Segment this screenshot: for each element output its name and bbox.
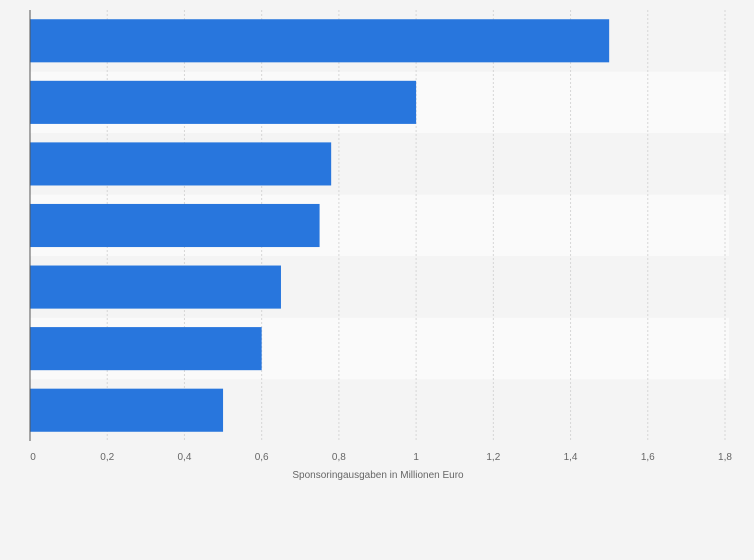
x-tick-label: 0,4 <box>177 452 191 463</box>
x-tick-label: 0,6 <box>255 452 269 463</box>
x-tick-label: 1,8 <box>718 452 732 463</box>
x-axis-label: Sponsoringausgaben in Millionen Euro <box>292 470 464 481</box>
x-tick-label: 0,2 <box>100 452 114 463</box>
bar <box>30 19 610 63</box>
bars <box>30 19 610 432</box>
x-tick-labels: 0 0,2 0,4 0,6 0,8 1 1,2 1,4 1,6 1,8 <box>30 452 732 463</box>
x-tick-label: 1 <box>413 452 419 463</box>
x-tick-label: 1,2 <box>486 452 500 463</box>
bar <box>30 142 332 186</box>
x-tick-label: 1,4 <box>564 452 578 463</box>
x-tick-label: 0 <box>30 452 36 463</box>
bar <box>30 80 417 124</box>
bar <box>30 203 320 248</box>
bar <box>30 388 224 432</box>
bar <box>30 265 281 309</box>
bar <box>30 327 262 371</box>
x-tick-label: 1,6 <box>641 452 655 463</box>
x-tick-label: 0,8 <box>332 452 346 463</box>
